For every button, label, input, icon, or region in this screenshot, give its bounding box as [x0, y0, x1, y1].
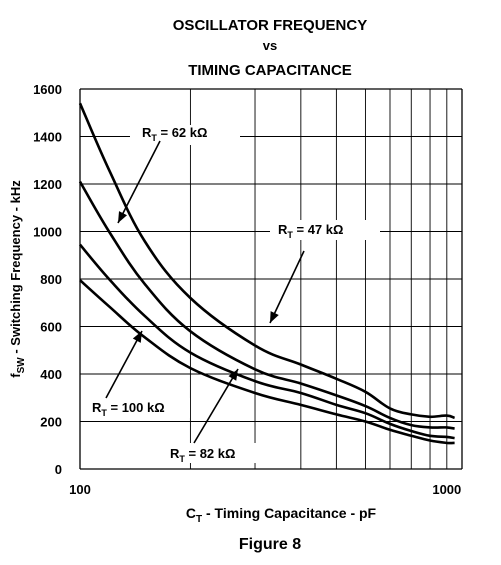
arrowhead-icon	[228, 369, 238, 381]
series-label: RT = 47 kΩ	[278, 222, 343, 240]
y-tick-label: 400	[40, 367, 62, 382]
figure-caption: Figure 8	[238, 536, 302, 553]
chart-title-line2: vs	[262, 38, 278, 53]
series-group	[78, 102, 456, 445]
y-tick-label: 1600	[33, 82, 62, 97]
x-axis-label: CT - Timing Capacitance - pF	[186, 505, 377, 525]
chart-title-line3: TIMING CAPACITANCE	[188, 62, 352, 79]
chart-title-line1: OSCILLATOR FREQUENCY	[172, 17, 368, 34]
annotation-arrow	[105, 330, 143, 399]
x-tick-label: 1000	[432, 482, 461, 497]
annotation-arrow	[269, 250, 305, 324]
series-label: RT = 82 kΩ	[170, 446, 235, 464]
annotation-arrow	[117, 140, 161, 224]
series-line-rt-47k	[78, 180, 455, 430]
y-tick-label: 600	[40, 320, 62, 335]
y-tick-label: 1000	[33, 225, 62, 240]
annotation-arrow	[193, 368, 239, 444]
series-line-rt-62k	[78, 102, 456, 420]
series-label: RT = 62 kΩ	[142, 125, 207, 143]
axes: 0 200 400 600 800 1000 1200 1400 1600 100 1000 CT -…	[8, 82, 463, 525]
y-tick-label: 200	[40, 415, 62, 430]
arrowhead-icon	[132, 331, 142, 343]
series-label-bg	[130, 125, 240, 145]
arrowhead-icon	[270, 311, 279, 323]
arrowhead-icon	[118, 211, 128, 223]
series-line-rt-100k	[79, 279, 455, 445]
y-tick-label: 1200	[33, 177, 62, 192]
series-line-rt-82k	[79, 243, 455, 440]
series-label-bg	[162, 443, 260, 463]
y-tick-label: 800	[40, 272, 62, 287]
series-label: RT = 100 kΩ	[92, 400, 165, 418]
series-label-bg	[270, 220, 380, 240]
series-label-bg	[84, 398, 190, 418]
y-tick-label: 1400	[33, 130, 62, 145]
annotations: RT = 62 kΩ RT = 47 kΩ RT = 82 kΩ RT = 100 k…	[84, 125, 380, 464]
y-tick-label: 0	[55, 462, 62, 477]
x-tick-label: 100	[69, 482, 91, 497]
y-axis-label: fSW - Switching Frequency - kHz	[8, 180, 27, 378]
